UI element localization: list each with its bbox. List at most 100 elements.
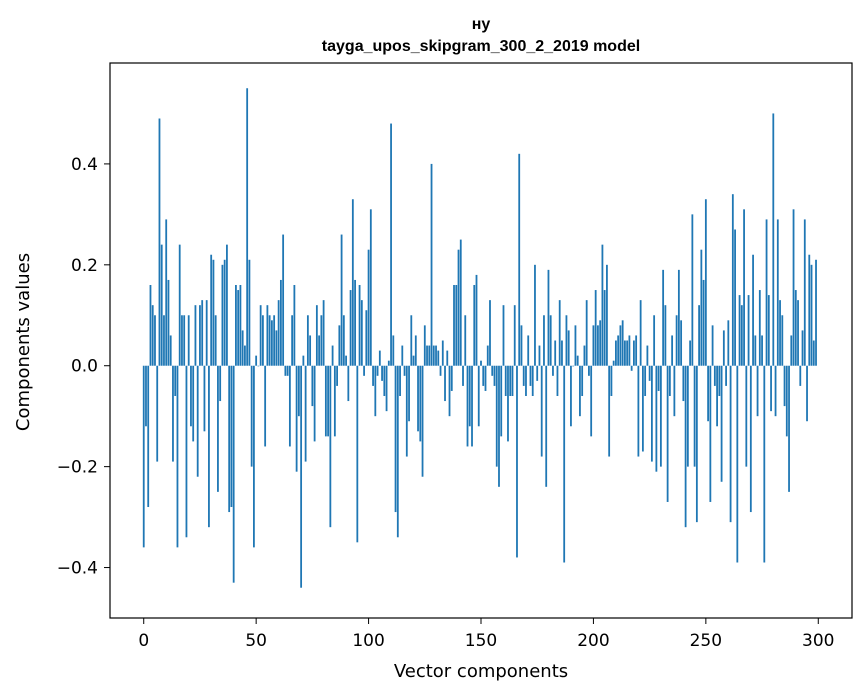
bar-66 bbox=[291, 315, 294, 366]
bar-58 bbox=[273, 315, 276, 366]
bar-76 bbox=[313, 365, 316, 442]
bar-34 bbox=[219, 365, 222, 402]
bar-90 bbox=[345, 355, 347, 366]
bar-129 bbox=[432, 345, 435, 366]
bar-27 bbox=[203, 365, 206, 432]
bar-181 bbox=[549, 315, 552, 366]
x-tick-label: 250 bbox=[690, 631, 722, 651]
bar-112 bbox=[394, 365, 397, 513]
bar-149 bbox=[477, 365, 480, 427]
bar-212 bbox=[619, 325, 622, 366]
bars-group bbox=[142, 88, 817, 588]
bar-215 bbox=[626, 340, 629, 366]
bar-152 bbox=[484, 365, 487, 391]
bar-135 bbox=[446, 350, 449, 366]
bar-240 bbox=[682, 365, 685, 402]
bar-94 bbox=[354, 279, 356, 366]
bar-68 bbox=[295, 365, 298, 472]
bar-238 bbox=[677, 269, 680, 366]
bar-258 bbox=[722, 330, 725, 366]
bar-276 bbox=[763, 365, 766, 563]
bar-1 bbox=[145, 365, 147, 427]
bar-267 bbox=[743, 209, 745, 366]
bar-281 bbox=[774, 365, 777, 417]
bar-207 bbox=[608, 365, 611, 457]
bar-219 bbox=[635, 335, 638, 366]
bar-19 bbox=[185, 365, 188, 538]
bar-176 bbox=[538, 345, 541, 366]
bar-182 bbox=[552, 365, 554, 376]
bar-157 bbox=[495, 365, 498, 467]
bar-203 bbox=[599, 320, 602, 366]
bar-92 bbox=[349, 290, 352, 366]
bar-11 bbox=[167, 279, 170, 366]
bar-223 bbox=[644, 365, 647, 396]
bar-161 bbox=[504, 365, 507, 396]
bar-96 bbox=[358, 285, 361, 366]
bar-206 bbox=[606, 264, 608, 366]
bar-102 bbox=[372, 365, 374, 386]
bar-196 bbox=[583, 345, 586, 366]
bar-291 bbox=[797, 300, 799, 366]
bar-163 bbox=[509, 365, 512, 396]
bar-133 bbox=[441, 340, 444, 366]
bar-193 bbox=[576, 355, 579, 366]
bar-46 bbox=[246, 88, 249, 366]
bar-48 bbox=[250, 365, 253, 467]
bar-146 bbox=[471, 365, 473, 447]
bar-289 bbox=[792, 209, 795, 366]
bar-42 bbox=[237, 290, 240, 366]
bar-21 bbox=[190, 365, 192, 427]
bar-98 bbox=[363, 365, 365, 376]
bar-244 bbox=[691, 214, 694, 366]
bar-91 bbox=[347, 365, 350, 402]
bar-205 bbox=[603, 290, 606, 366]
bar-241 bbox=[684, 365, 687, 528]
bar-30 bbox=[210, 254, 213, 366]
bar-220 bbox=[637, 365, 640, 457]
bar-0 bbox=[142, 365, 145, 548]
bar-47 bbox=[248, 259, 251, 366]
bar-208 bbox=[610, 365, 613, 396]
bar-184 bbox=[556, 365, 559, 396]
bar-197 bbox=[585, 300, 588, 366]
bar-261 bbox=[729, 365, 732, 523]
bar-69 bbox=[297, 365, 300, 417]
bar-2 bbox=[147, 365, 150, 507]
bar-86 bbox=[336, 365, 338, 386]
x-axis-label: Vector components bbox=[394, 661, 568, 682]
bar-56 bbox=[268, 315, 271, 366]
bar-26 bbox=[201, 300, 204, 366]
bar-88 bbox=[340, 234, 343, 366]
bar-283 bbox=[779, 300, 781, 366]
bar-55 bbox=[266, 305, 269, 366]
bar-78 bbox=[318, 335, 321, 366]
y-tick-label: −0.4 bbox=[57, 559, 98, 579]
bar-131 bbox=[437, 350, 440, 366]
bar-16 bbox=[178, 244, 181, 366]
bar-225 bbox=[648, 365, 651, 381]
y-tick-label: 0.4 bbox=[71, 155, 98, 175]
bar-239 bbox=[680, 320, 683, 366]
bar-252 bbox=[709, 365, 712, 502]
bar-50 bbox=[255, 355, 258, 366]
bar-209 bbox=[612, 360, 615, 366]
bar-262 bbox=[731, 194, 734, 366]
bar-107 bbox=[383, 365, 386, 396]
x-tick-label: 150 bbox=[465, 631, 497, 651]
bar-257 bbox=[720, 365, 723, 482]
bar-259 bbox=[725, 365, 727, 386]
bar-255 bbox=[716, 365, 718, 427]
bar-125 bbox=[423, 325, 426, 366]
bar-145 bbox=[468, 365, 471, 427]
bar-217 bbox=[630, 365, 633, 371]
bar-275 bbox=[761, 335, 763, 366]
bar-251 bbox=[707, 365, 709, 422]
bar-177 bbox=[540, 365, 543, 457]
bar-195 bbox=[581, 365, 584, 396]
bar-142 bbox=[462, 365, 464, 386]
bar-222 bbox=[641, 365, 644, 452]
bar-104 bbox=[376, 365, 379, 376]
bar-54 bbox=[264, 365, 267, 447]
